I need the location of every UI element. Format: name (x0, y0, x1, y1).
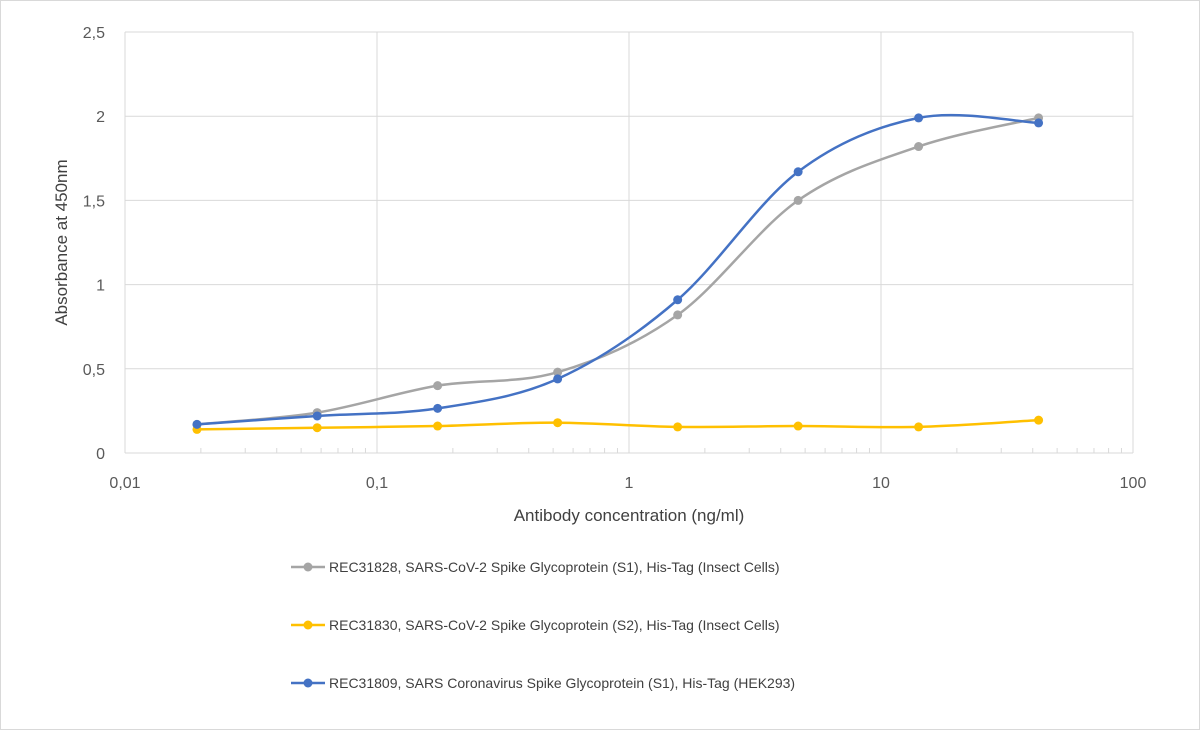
legend-marker (303, 678, 313, 688)
legend-label: REC31809, SARS Coronavirus Spike Glycopr… (329, 675, 795, 691)
data-point (433, 403, 443, 413)
y-tick-label: 0,5 (83, 362, 105, 379)
y-tick-label: 2 (96, 109, 105, 126)
y-axis-title: Absorbance at 450nm (52, 159, 71, 325)
series-line (196, 418, 1039, 431)
data-point (1034, 415, 1044, 425)
data-point (1034, 118, 1044, 128)
data-point (793, 167, 803, 177)
x-tick-label: 0,01 (109, 475, 140, 492)
series-1 (192, 113, 1044, 429)
y-tick-label: 1,5 (83, 193, 105, 210)
legend-entry-3: REC31809, SARS Coronavirus Spike Glycopr… (291, 675, 795, 691)
data-point (793, 195, 803, 205)
legend-marker (303, 562, 313, 572)
data-point (312, 411, 322, 421)
data-point (793, 421, 803, 431)
legend-label: REC31830, SARS-CoV-2 Spike Glycoprotein … (329, 617, 780, 633)
data-point (433, 421, 443, 431)
legend-entry-2: REC31830, SARS-CoV-2 Spike Glycoprotein … (291, 617, 780, 633)
legend-marker (303, 620, 313, 630)
data-point (673, 295, 683, 305)
data-point (673, 310, 683, 320)
y-tick-label: 2,5 (83, 25, 105, 42)
series-line (196, 113, 1039, 426)
data-point (192, 419, 202, 429)
y-tick-label: 0 (96, 446, 105, 463)
x-tick-label: 0,1 (366, 475, 388, 492)
data-point (914, 142, 924, 152)
y-tick-label: 1 (96, 278, 105, 295)
series-line (196, 116, 1039, 426)
data-point (553, 367, 563, 377)
data-point (914, 422, 924, 432)
series-2 (192, 415, 1044, 434)
data-point (673, 422, 683, 432)
x-axis-title: Antibody concentration (ng/ml) (514, 506, 745, 525)
series-layer (192, 113, 1044, 434)
data-point (433, 381, 443, 391)
x-tick-label: 100 (1120, 475, 1147, 492)
grid (124, 31, 1134, 453)
tick-labels: 0 0,5 1 1,5 2 2,5 0,01 0,1 1 10 100 (83, 25, 1147, 492)
series-3 (192, 113, 1044, 429)
x-tick-label: 10 (872, 475, 890, 492)
axes (124, 32, 1134, 454)
data-point (312, 423, 322, 433)
data-point (914, 113, 924, 123)
data-point (553, 374, 563, 384)
legend: REC31828, SARS-CoV-2 Spike Glycoprotein … (291, 559, 795, 691)
legend-entry-1: REC31828, SARS-CoV-2 Spike Glycoprotein … (291, 559, 780, 575)
legend-label: REC31828, SARS-CoV-2 Spike Glycoprotein … (329, 559, 780, 575)
x-tick-label: 1 (625, 475, 634, 492)
data-point (553, 418, 563, 428)
